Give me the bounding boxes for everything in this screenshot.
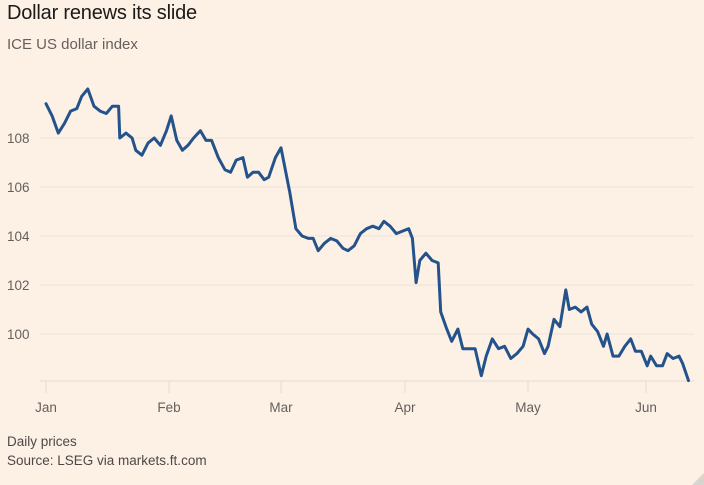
x-axis: Jan Feb Mar Apr May Jun [35, 380, 694, 415]
chart-title: Dollar renews its slide [7, 2, 197, 24]
footnote-daily-prices: Daily prices [7, 434, 77, 449]
y-tick-label: 100 [7, 327, 30, 342]
resize-handle[interactable] [692, 473, 704, 485]
x-tick-label: Apr [394, 400, 416, 415]
source-note: Source: LSEG via markets.ft.com [7, 453, 207, 468]
x-tick-label: May [515, 400, 541, 415]
x-tick-label: Jan [35, 400, 57, 415]
chart-subtitle: ICE US dollar index [7, 36, 138, 53]
y-tick-label: 106 [7, 180, 30, 195]
series-group [44, 87, 690, 383]
x-tick-label: Feb [157, 400, 180, 415]
x-tick-label: Jun [635, 400, 657, 415]
x-tick-label: Mar [269, 400, 293, 415]
y-tick-label: 102 [7, 278, 30, 293]
gridlines [40, 137, 694, 335]
series-line-dollar-index [44, 87, 690, 383]
y-tick-label: 108 [7, 131, 30, 146]
y-tick-label: 104 [7, 229, 30, 244]
y-axis-ticks: 100 102 104 106 108 [7, 131, 30, 342]
